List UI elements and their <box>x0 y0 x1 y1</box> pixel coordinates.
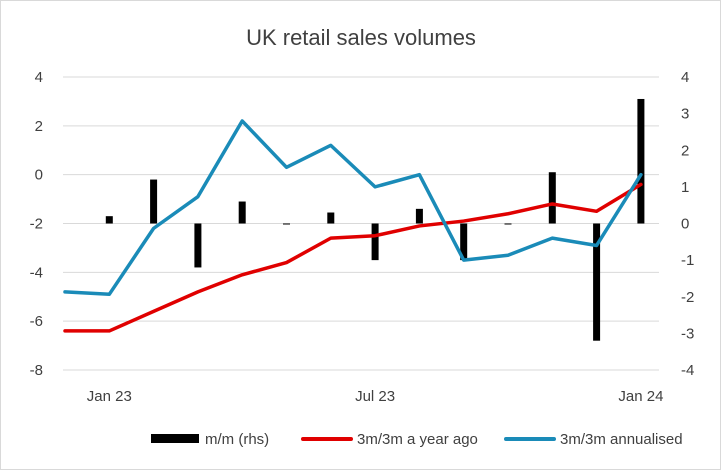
y-left-tick-label: 2 <box>35 118 43 135</box>
y-right-tick-label: -4 <box>681 362 694 379</box>
bar <box>504 223 512 225</box>
bar <box>283 223 290 225</box>
legend-label: 3m/3m a year ago <box>357 431 478 448</box>
y-right-tick-label: -2 <box>681 289 694 306</box>
y-right-tick-label: 2 <box>681 142 689 159</box>
bar <box>460 223 468 261</box>
y-left-tick-label: -6 <box>30 313 43 330</box>
x-tick-label: Jul 23 <box>355 388 395 405</box>
bar <box>327 212 335 224</box>
line-series <box>63 119 643 333</box>
bar <box>637 98 645 224</box>
y-left-tick-label: -4 <box>30 264 43 281</box>
x-tick-label: Jan 23 <box>87 388 132 405</box>
y-right-tick-label: 0 <box>681 216 689 233</box>
bar <box>238 201 246 224</box>
y-right-tick-label: 4 <box>681 69 689 86</box>
bar <box>105 216 113 224</box>
bar-series <box>105 98 645 341</box>
y-right-tick-label: 3 <box>681 106 689 123</box>
series-line <box>63 119 643 297</box>
x-tick-label: Jan 24 <box>618 388 663 405</box>
y-axis-right: 4 3 2 1 0 -1 -2 -3 -4 <box>681 69 694 379</box>
y-axis-left: 4 2 0 -2 -4 -6 -8 <box>30 69 43 379</box>
bar <box>150 179 158 224</box>
bar <box>415 208 423 224</box>
bar <box>194 223 202 268</box>
x-axis: Jan 23 Jul 23 Jan 24 <box>87 388 664 405</box>
y-right-tick-label: -1 <box>681 252 694 269</box>
series-line <box>63 182 643 333</box>
chart-title: UK retail sales volumes <box>246 25 476 50</box>
y-left-tick-label: 4 <box>35 69 43 86</box>
bar <box>593 223 601 341</box>
y-left-tick-label: 0 <box>35 167 43 184</box>
y-right-tick-label: -3 <box>681 325 694 342</box>
y-left-tick-label: -8 <box>30 362 43 379</box>
y-left-tick-label: -2 <box>30 216 43 233</box>
bar <box>371 223 379 261</box>
y-right-tick-label: 1 <box>681 179 689 196</box>
legend-label: m/m (rhs) <box>205 431 269 448</box>
legend-swatch <box>151 434 199 443</box>
legend: m/m (rhs) 3m/3m a year ago 3m/3m annualise… <box>151 431 683 448</box>
legend-label: 3m/3m annualised <box>560 431 683 448</box>
bar <box>548 172 556 224</box>
